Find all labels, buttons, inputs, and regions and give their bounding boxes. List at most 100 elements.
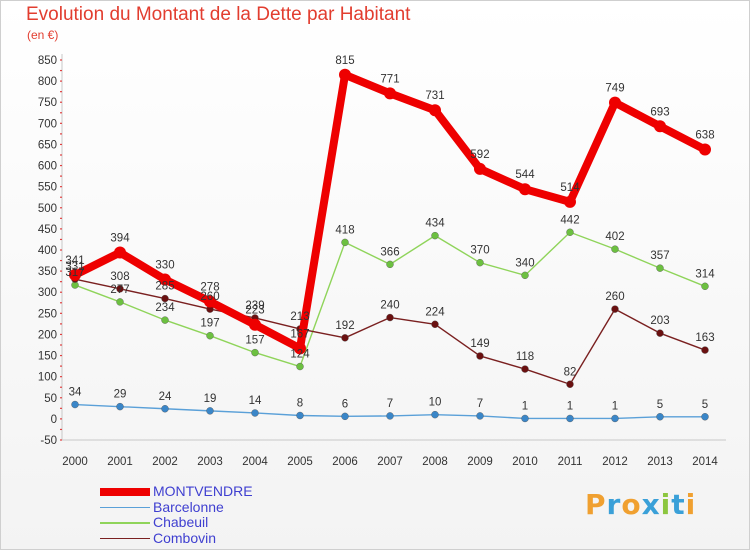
data-label: 234 — [155, 302, 175, 314]
x-tick-label: 2009 — [467, 456, 493, 468]
legend-swatch — [100, 487, 150, 496]
data-point — [701, 346, 709, 354]
data-point — [294, 342, 306, 355]
data-label: 771 — [380, 73, 399, 85]
data-label: 224 — [425, 306, 445, 318]
legend-label: Barcelonne — [153, 498, 224, 515]
data-label: 167 — [290, 328, 309, 340]
data-label: 442 — [560, 214, 579, 226]
data-label: 14 — [249, 395, 262, 407]
y-tick-label: 850 — [38, 55, 57, 67]
data-label: 260 — [605, 291, 624, 303]
data-label: 366 — [380, 246, 399, 258]
data-label: 330 — [155, 260, 174, 272]
y-tick-label: 0 — [51, 414, 57, 426]
y-tick-label: 500 — [38, 203, 57, 215]
data-point — [116, 285, 124, 293]
data-point — [521, 414, 529, 423]
y-tick-label: 650 — [38, 139, 57, 151]
data-point — [296, 411, 304, 420]
x-tick-label: 2001 — [107, 456, 133, 468]
data-label: 213 — [290, 311, 309, 323]
data-label: 418 — [335, 224, 354, 236]
data-point — [386, 313, 394, 322]
data-point — [656, 329, 664, 337]
data-label: 749 — [605, 83, 624, 95]
y-tick-label: 200 — [38, 329, 57, 341]
legend: MONTVENDRE Barcelonne Chabeuil Combovin — [100, 484, 253, 546]
y-tick-label: 700 — [38, 118, 57, 130]
data-label: 10 — [429, 397, 442, 409]
data-label: 308 — [110, 271, 129, 283]
logo-letter: i — [660, 488, 672, 521]
data-label: 239 — [245, 300, 264, 312]
data-label: 8 — [297, 398, 303, 410]
data-label: 638 — [695, 130, 714, 142]
data-point — [609, 96, 621, 109]
data-label: 402 — [605, 231, 624, 243]
data-point — [341, 238, 349, 247]
data-point — [161, 405, 169, 413]
data-point — [161, 316, 169, 324]
data-label: 223 — [245, 305, 264, 317]
data-label: 394 — [110, 233, 130, 245]
data-label: 434 — [425, 218, 445, 230]
data-label: 731 — [425, 90, 444, 102]
data-point — [386, 412, 394, 420]
data-point — [654, 120, 666, 133]
data-label: 285 — [155, 281, 174, 293]
data-point — [431, 410, 439, 419]
data-label: 82 — [564, 366, 577, 378]
legend-label: MONTVENDRE — [153, 483, 253, 500]
data-label: 314 — [695, 268, 715, 280]
data-label: 815 — [335, 55, 354, 67]
logo-letter: P — [585, 488, 607, 521]
legend-label: Chabeuil — [153, 514, 209, 531]
data-point — [71, 400, 79, 409]
data-point — [69, 268, 81, 281]
logo-letter: t — [671, 488, 686, 521]
data-label: 163 — [695, 332, 714, 344]
data-point — [429, 104, 441, 117]
data-label: 7 — [387, 398, 393, 410]
data-label: 203 — [650, 315, 669, 327]
data-label: 1 — [612, 400, 618, 412]
logo-letter: x — [641, 488, 661, 521]
data-label: 260 — [200, 291, 219, 303]
data-point — [431, 231, 439, 240]
data-label: 29 — [114, 389, 127, 401]
data-point — [251, 409, 259, 417]
data-label: 331 — [65, 261, 84, 273]
proxiti-logo: Proxiti — [585, 488, 696, 521]
x-tick-label: 2008 — [422, 456, 448, 468]
data-point — [341, 412, 349, 421]
data-point — [611, 414, 619, 423]
data-label: 693 — [650, 106, 669, 118]
data-point — [656, 264, 664, 272]
legend-item: Chabeuil — [100, 515, 253, 531]
data-label: 1 — [522, 400, 528, 412]
x-tick-label: 2013 — [647, 456, 673, 468]
y-tick-label: 350 — [38, 266, 57, 278]
data-label: 278 — [200, 282, 219, 294]
data-point — [566, 380, 574, 388]
y-tick-label: 100 — [38, 372, 57, 384]
data-label: 24 — [159, 391, 172, 403]
data-label: 19 — [204, 393, 217, 405]
data-label: 149 — [470, 338, 489, 350]
data-point — [206, 332, 214, 340]
data-point — [701, 282, 709, 291]
x-tick-label: 2000 — [62, 456, 88, 468]
logo-letter: o — [621, 488, 642, 521]
data-point — [249, 318, 261, 331]
y-tick-label: 450 — [38, 224, 57, 236]
data-label: 157 — [245, 335, 264, 347]
y-tick-label: 550 — [38, 182, 57, 194]
y-tick-label: 50 — [44, 393, 57, 405]
x-tick-label: 2004 — [242, 456, 268, 468]
x-tick-label: 2014 — [692, 456, 718, 468]
y-tick-label: 250 — [38, 308, 57, 320]
legend-swatch — [100, 537, 150, 539]
data-label: 544 — [515, 169, 535, 181]
